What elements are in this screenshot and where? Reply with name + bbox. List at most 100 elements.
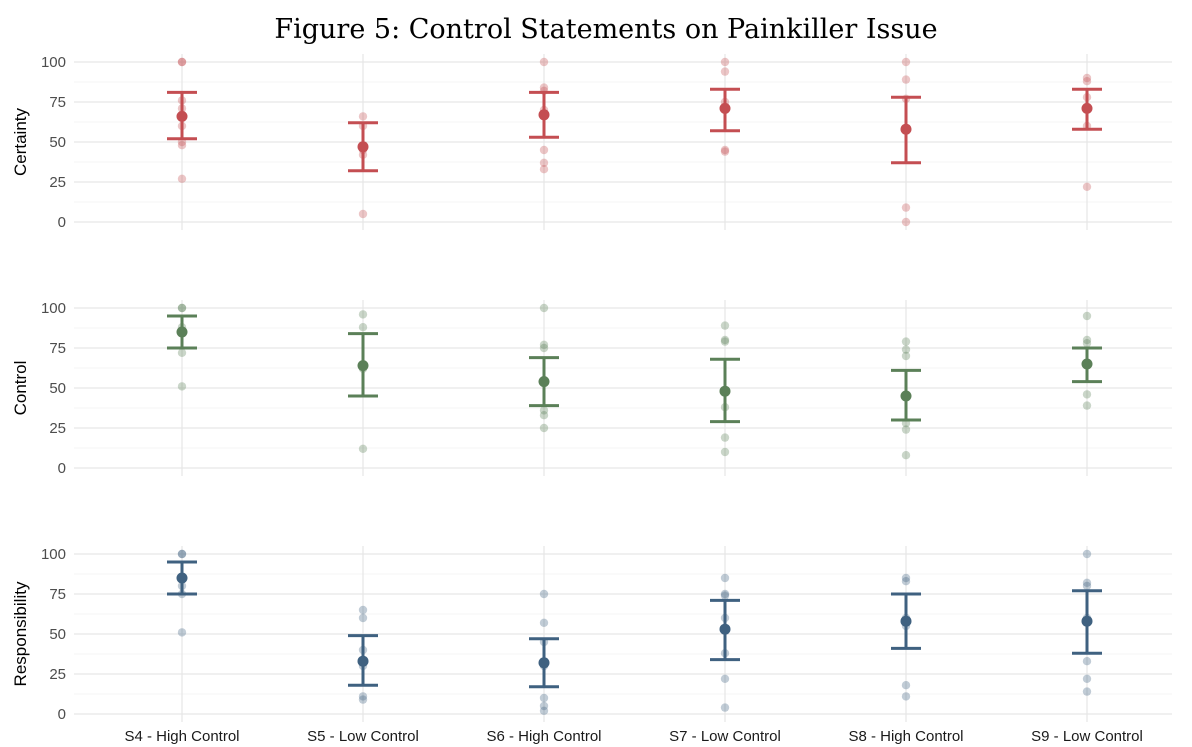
y-tick-label: 0 xyxy=(58,460,66,477)
raw-data-point xyxy=(720,573,730,583)
x-tick-label: S9 - Low Control xyxy=(1031,728,1143,745)
y-tick-label: 50 xyxy=(49,626,66,643)
raw-data-point xyxy=(539,423,549,433)
raw-data-point xyxy=(539,57,549,67)
raw-data-point xyxy=(358,209,368,219)
raw-data-point xyxy=(177,57,187,67)
y-tick-label: 25 xyxy=(49,420,66,437)
raw-data-point xyxy=(1082,390,1092,399)
raw-data-point xyxy=(177,348,187,357)
raw-data-point xyxy=(1082,581,1092,591)
raw-data-point xyxy=(539,165,549,174)
panels: 0 25 50 75 100 Certainty 0 25 50 75 100 Control 0 25 5… xyxy=(11,54,1172,745)
raw-data-point xyxy=(901,425,911,434)
raw-data-point xyxy=(901,351,911,361)
raw-data-point xyxy=(177,628,187,637)
raw-data-point xyxy=(901,203,911,212)
raw-data-point xyxy=(177,57,187,67)
raw-data-point xyxy=(539,589,549,599)
raw-data-point xyxy=(720,591,730,600)
mean-point xyxy=(176,572,188,584)
mean-point xyxy=(1081,615,1093,627)
raw-data-point xyxy=(1082,674,1092,683)
raw-data-point xyxy=(177,382,187,391)
raw-data-point xyxy=(177,303,187,313)
raw-data-point xyxy=(177,174,187,183)
y-axis-label: Responsibility xyxy=(11,581,30,686)
raw-data-point xyxy=(1082,549,1092,559)
mean-point xyxy=(900,615,912,627)
panel-control: 0 25 50 75 100 Control xyxy=(11,300,1172,477)
raw-data-point xyxy=(539,411,549,420)
raw-data-point xyxy=(1082,77,1092,86)
raw-data-point xyxy=(901,345,911,354)
raw-data-point xyxy=(539,406,549,415)
raw-data-point xyxy=(1082,182,1092,191)
raw-data-point xyxy=(901,681,911,690)
raw-data-point xyxy=(901,217,911,227)
raw-data-point xyxy=(901,577,911,586)
raw-data-point xyxy=(1082,578,1092,587)
raw-data-point xyxy=(177,549,187,559)
raw-data-point xyxy=(720,57,730,67)
raw-data-point xyxy=(358,692,368,701)
raw-data-point xyxy=(358,323,368,332)
x-tick-label: S6 - High Control xyxy=(486,728,601,745)
raw-data-point xyxy=(539,145,549,155)
mean-point xyxy=(538,657,550,669)
mean-point xyxy=(900,123,912,135)
mean-point xyxy=(357,655,369,667)
raw-data-point xyxy=(358,310,368,319)
raw-data-point xyxy=(1082,335,1092,345)
y-axis-label: Certainty xyxy=(11,107,30,176)
y-tick-label: 50 xyxy=(49,380,66,397)
raw-data-point xyxy=(539,83,549,92)
y-tick-label: 100 xyxy=(41,546,66,563)
y-tick-label: 100 xyxy=(41,300,66,317)
raw-data-point xyxy=(720,67,730,76)
y-axis-label: Control xyxy=(11,361,30,416)
x-tick-label: S7 - Low Control xyxy=(669,728,781,745)
mean-point xyxy=(719,385,731,397)
raw-data-point xyxy=(177,303,187,313)
raw-data-point xyxy=(358,695,368,704)
y-tick-label: 75 xyxy=(49,586,66,603)
raw-data-point xyxy=(1082,401,1092,410)
raw-data-point xyxy=(901,573,911,583)
y-tick-label: 50 xyxy=(49,134,66,151)
raw-data-point xyxy=(539,693,549,703)
raw-data-point xyxy=(358,613,368,623)
raw-data-point xyxy=(720,447,730,457)
raw-data-point xyxy=(539,706,549,715)
mean-point xyxy=(176,326,188,338)
raw-data-point xyxy=(901,337,911,346)
x-tick-label: S4 - High Control xyxy=(124,728,239,745)
raw-data-point xyxy=(901,57,911,67)
raw-data-point xyxy=(720,147,730,156)
raw-data-point xyxy=(539,340,549,349)
raw-data-point xyxy=(1082,73,1092,83)
raw-data-point xyxy=(1082,311,1092,321)
x-tick-label: S8 - High Control xyxy=(848,728,963,745)
raw-data-point xyxy=(539,343,549,353)
mean-point xyxy=(900,390,912,402)
raw-data-point xyxy=(901,75,911,84)
raw-data-point xyxy=(177,141,187,150)
raw-data-point xyxy=(1082,687,1092,696)
y-tick-label: 75 xyxy=(49,94,66,111)
panel-responsibility: 0 25 50 75 100 Responsibility xyxy=(11,546,1172,723)
y-tick-label: 25 xyxy=(49,174,66,191)
raw-data-point xyxy=(539,303,549,313)
y-tick-label: 0 xyxy=(58,706,66,723)
raw-data-point xyxy=(177,549,187,559)
raw-data-point xyxy=(539,158,549,167)
raw-data-point xyxy=(1082,657,1092,666)
raw-data-point xyxy=(358,112,368,121)
raw-data-point xyxy=(720,321,730,330)
raw-data-point xyxy=(539,701,549,711)
mean-point xyxy=(538,109,550,121)
y-tick-label: 0 xyxy=(58,214,66,231)
y-tick-label: 75 xyxy=(49,340,66,357)
mean-point xyxy=(176,110,188,122)
